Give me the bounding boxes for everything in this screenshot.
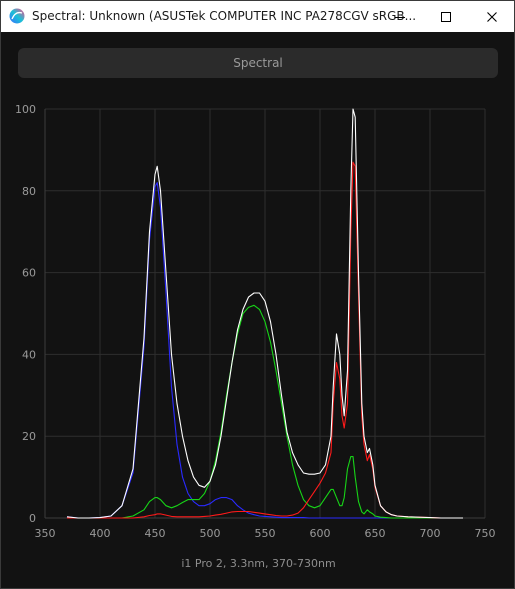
y-tick-label: 80 <box>22 185 36 198</box>
minimize-button[interactable] <box>377 1 423 32</box>
x-tick-label: 500 <box>200 527 221 540</box>
close-icon <box>487 11 497 22</box>
app-icon <box>9 8 25 24</box>
x-tick-label: 600 <box>310 527 331 540</box>
maximize-icon <box>441 11 451 22</box>
spectral-chart: 350 400 450 500 550 600 650 700 750 0 20 40 60 80 100 <box>15 103 496 540</box>
x-tick-label: 450 <box>145 527 166 540</box>
x-tick-label: 550 <box>255 527 276 540</box>
chart-grid <box>44 108 486 519</box>
chart-series <box>66 108 463 519</box>
x-tick-label: 400 <box>90 527 111 540</box>
instrument-info: i1 Pro 2, 3.3nm, 370-730nm <box>181 557 336 570</box>
minimize-icon <box>395 16 405 18</box>
chart-ticks: 350 400 450 500 550 600 650 700 750 0 20 40 60 80 100 <box>15 103 496 540</box>
y-tick-label: 20 <box>22 430 36 443</box>
series-total-line <box>66 108 463 519</box>
close-button[interactable] <box>469 1 515 32</box>
series-red-line <box>67 161 463 519</box>
x-tick-label: 750 <box>475 527 496 540</box>
x-tick-label: 350 <box>35 527 56 540</box>
title-bar[interactable]: Spectral: Unknown (ASUSTek COMPUTER INC … <box>1 1 514 32</box>
y-tick-label: 60 <box>22 267 36 280</box>
y-tick-label: 40 <box>22 348 36 361</box>
maximize-button[interactable] <box>423 1 469 32</box>
series-blue-line <box>66 182 463 519</box>
series-green-line <box>67 304 463 519</box>
x-tick-label: 650 <box>365 527 386 540</box>
y-tick-label: 100 <box>15 103 36 116</box>
x-tick-label: 700 <box>420 527 441 540</box>
window-title: Spectral: Unknown (ASUSTek COMPUTER INC … <box>32 9 417 23</box>
spectral-button[interactable]: Spectral <box>18 48 498 78</box>
y-tick-label: 0 <box>29 512 36 525</box>
